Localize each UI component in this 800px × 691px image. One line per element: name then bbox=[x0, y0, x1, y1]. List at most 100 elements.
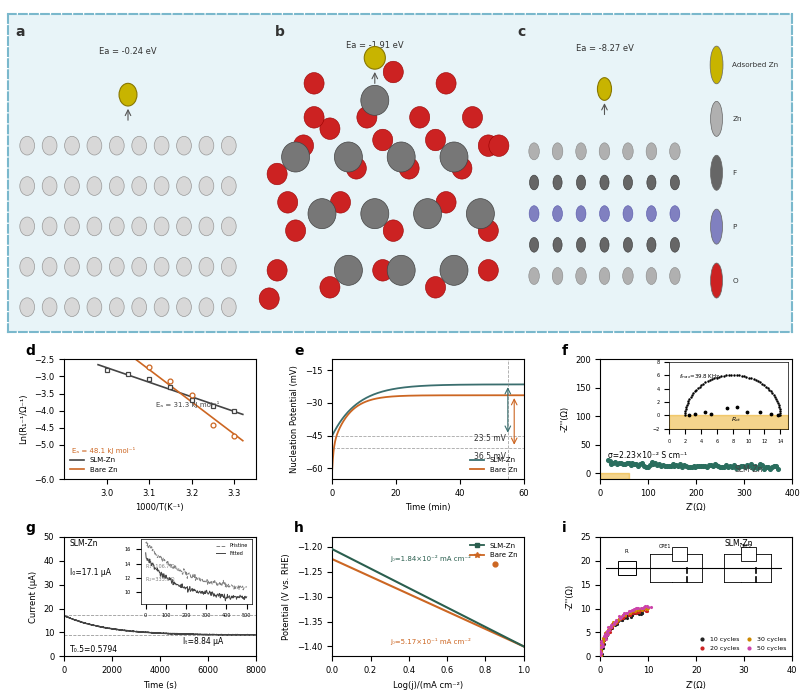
50 cycles bbox=[602, 634, 611, 643]
50 cycles bbox=[597, 636, 606, 645]
Circle shape bbox=[357, 106, 377, 128]
50 cycles bbox=[604, 626, 614, 634]
SLM-Zn bbox=[363, 563, 373, 571]
Circle shape bbox=[42, 258, 57, 276]
50 cycles bbox=[598, 641, 608, 650]
Circle shape bbox=[294, 135, 314, 156]
10 cycles bbox=[619, 614, 629, 622]
Circle shape bbox=[259, 288, 279, 310]
Line: Bare Zn: Bare Zn bbox=[332, 395, 524, 469]
Circle shape bbox=[553, 206, 562, 222]
Point bbox=[635, 457, 648, 468]
Circle shape bbox=[87, 298, 102, 316]
Circle shape bbox=[364, 46, 386, 69]
Circle shape bbox=[600, 175, 609, 190]
Legend: 10 cycles, 20 cycles, 30 cycles, 50 cycles: 10 cycles, 20 cycles, 30 cycles, 50 cycl… bbox=[693, 634, 789, 653]
Circle shape bbox=[42, 217, 57, 236]
10 cycles bbox=[610, 620, 620, 628]
30 cycles bbox=[615, 614, 625, 622]
Circle shape bbox=[222, 136, 236, 155]
Point bbox=[620, 457, 633, 468]
Circle shape bbox=[110, 298, 124, 316]
Point bbox=[653, 458, 666, 469]
30 cycles bbox=[596, 647, 606, 656]
Circle shape bbox=[426, 276, 446, 298]
Circle shape bbox=[387, 142, 415, 172]
Text: Ea = -8.27 eV: Ea = -8.27 eV bbox=[575, 44, 634, 53]
10 cycles bbox=[601, 633, 610, 641]
Circle shape bbox=[414, 198, 442, 229]
30 cycles bbox=[610, 618, 620, 627]
Point bbox=[752, 462, 765, 473]
50 cycles bbox=[596, 643, 606, 652]
30 cycles bbox=[597, 643, 606, 652]
30 cycles bbox=[638, 606, 647, 614]
Point bbox=[651, 460, 664, 471]
10 cycles bbox=[598, 636, 608, 644]
Circle shape bbox=[552, 267, 563, 285]
Circle shape bbox=[222, 217, 236, 236]
Circle shape bbox=[577, 238, 586, 252]
10 cycles bbox=[595, 644, 605, 652]
Point bbox=[668, 460, 681, 471]
30 cycles bbox=[618, 612, 627, 621]
Circle shape bbox=[530, 238, 538, 252]
Circle shape bbox=[373, 260, 393, 281]
20 cycles bbox=[611, 618, 621, 626]
Circle shape bbox=[119, 84, 137, 106]
Bare Zn bbox=[339, 560, 349, 569]
30 cycles bbox=[599, 635, 609, 643]
10 cycles bbox=[638, 609, 647, 617]
20 cycles bbox=[634, 608, 644, 616]
Circle shape bbox=[65, 177, 79, 196]
30 cycles bbox=[643, 604, 653, 612]
Point bbox=[662, 460, 675, 471]
50 cycles bbox=[603, 623, 613, 632]
SLM-Zn bbox=[378, 571, 388, 579]
Circle shape bbox=[529, 267, 539, 285]
X-axis label: Log(j)/(mA cm⁻²): Log(j)/(mA cm⁻²) bbox=[393, 681, 463, 690]
Circle shape bbox=[320, 118, 340, 140]
20 cycles bbox=[620, 612, 630, 620]
20 cycles bbox=[605, 627, 614, 636]
50 cycles bbox=[624, 607, 634, 615]
20 cycles bbox=[598, 638, 608, 647]
20 cycles bbox=[597, 641, 606, 649]
Circle shape bbox=[399, 158, 419, 179]
X-axis label: Z'(Ω): Z'(Ω) bbox=[686, 504, 706, 513]
Circle shape bbox=[387, 255, 415, 285]
Circle shape bbox=[330, 191, 350, 213]
Point bbox=[706, 460, 719, 471]
Point bbox=[746, 463, 759, 474]
Bare Zn bbox=[519, 391, 529, 399]
Circle shape bbox=[577, 175, 586, 190]
Point bbox=[770, 461, 782, 472]
Point bbox=[693, 460, 706, 471]
20 cycles bbox=[605, 625, 614, 633]
Circle shape bbox=[334, 255, 362, 285]
Point bbox=[697, 461, 710, 472]
Text: Iₜ=8.84 μA: Iₜ=8.84 μA bbox=[182, 638, 223, 647]
Circle shape bbox=[478, 220, 498, 241]
Point bbox=[714, 461, 726, 472]
20 cycles bbox=[627, 609, 637, 617]
10 cycles bbox=[597, 650, 606, 659]
Circle shape bbox=[670, 267, 680, 285]
Point bbox=[645, 457, 658, 468]
Circle shape bbox=[440, 142, 468, 172]
Circle shape bbox=[154, 298, 169, 316]
20 cycles bbox=[601, 633, 610, 641]
50 cycles bbox=[595, 646, 605, 654]
Point bbox=[704, 460, 717, 471]
30 cycles bbox=[637, 605, 646, 613]
10 cycles bbox=[636, 609, 646, 617]
10 cycles bbox=[613, 618, 622, 627]
Circle shape bbox=[132, 258, 146, 276]
Text: j₀=1.84×10⁻² mA cm⁻²: j₀=1.84×10⁻² mA cm⁻² bbox=[390, 555, 470, 562]
Circle shape bbox=[623, 175, 633, 190]
Text: SLM-Zn: SLM-Zn bbox=[725, 539, 754, 548]
Circle shape bbox=[87, 136, 102, 155]
Point bbox=[679, 461, 692, 472]
Text: 23.5 mV: 23.5 mV bbox=[474, 434, 506, 443]
Point bbox=[664, 461, 677, 472]
